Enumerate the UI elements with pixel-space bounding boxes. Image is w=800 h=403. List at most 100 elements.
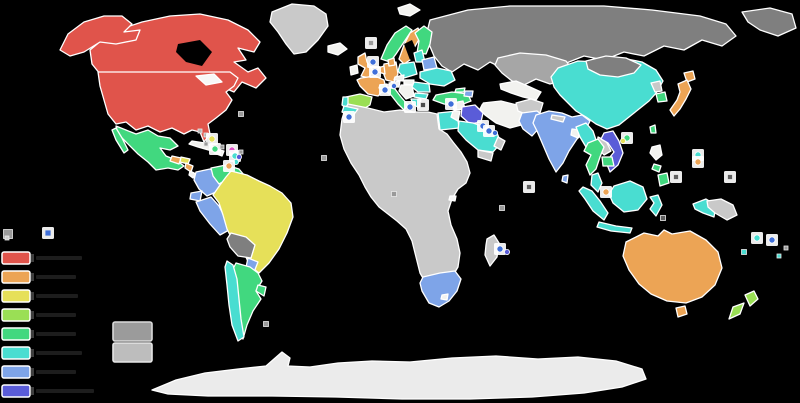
legend-category-1: [1, 251, 31, 265]
region-brazil: [212, 170, 294, 274]
marker-pacific-grey-inner: [4, 235, 10, 241]
region-ecuador: [189, 190, 203, 202]
legend-category-2-tick: [31, 273, 34, 281]
region-oman: [493, 136, 506, 151]
region-great-lakes: [195, 73, 223, 86]
legend-category-5: [1, 327, 31, 341]
marker-n-mariana: [694, 158, 702, 166]
region-india: [532, 110, 591, 173]
region-tasmania: [675, 305, 688, 318]
marker-singapore: [602, 188, 610, 196]
legend-category-5-tick: [31, 330, 34, 338]
legend-category-7-tick: [31, 368, 34, 376]
region-sri-lanka: [561, 174, 569, 184]
region-jordan-israel: [450, 110, 461, 122]
region-philippines-luzon: [649, 144, 663, 161]
region-north-korea: [650, 80, 663, 93]
region-japan: [669, 79, 692, 117]
legend-note-box-dark: [112, 321, 153, 342]
marker-lebanon: [420, 102, 426, 108]
region-ukraine: [419, 67, 456, 87]
marker-monaco: [381, 86, 389, 94]
marker-cayman: [208, 135, 216, 143]
region-yemen: [477, 149, 494, 162]
region-poland: [397, 61, 418, 79]
legend-note-box-light: [112, 342, 153, 363]
region-bolivia: [226, 232, 256, 259]
region-lesotho: [440, 293, 449, 301]
legend-category-6-tick: [31, 349, 34, 357]
marker-bermuda: [238, 111, 244, 117]
marker-polynesia-1: [783, 245, 789, 251]
region-borneo: [608, 180, 648, 213]
marker-samoa: [768, 236, 776, 244]
region-new-zealand-south: [728, 302, 745, 320]
region-greenland: [269, 3, 329, 55]
marker-reunion: [503, 248, 510, 255]
marker-armenia: [447, 100, 455, 108]
legend-category-7: [1, 365, 31, 379]
marker-st-helena: [391, 191, 397, 197]
region-costa-rica: [188, 170, 197, 179]
region-guatemala: [169, 155, 182, 165]
region-finland: [414, 25, 433, 55]
marker-new-caledonia: [741, 249, 747, 255]
legend-category-5-label-smudge: [36, 332, 76, 336]
legend-category-8-label-smudge: [36, 389, 94, 393]
marker-antilles-grey: [238, 149, 244, 155]
legend-category-6: [1, 346, 31, 360]
marker-uae: [491, 129, 498, 136]
region-czechia: [393, 74, 405, 82]
region-south-africa: [419, 270, 462, 308]
marker-fiji: [753, 234, 761, 242]
legend-category-2-label-smudge: [36, 275, 76, 279]
legend-category-8: [1, 384, 31, 398]
marker-palau: [660, 215, 666, 221]
region-georgia: [454, 87, 466, 93]
region-chile: [224, 260, 245, 342]
legend-category-3-tick: [31, 292, 34, 300]
legend-category-2: [1, 270, 31, 284]
region-chukotka: [741, 7, 797, 37]
region-sumatra: [578, 186, 609, 221]
region-thailand: [583, 138, 605, 176]
legend-category-8-tick: [31, 387, 34, 395]
region-azerbaijan: [463, 90, 474, 98]
region-romania: [411, 81, 431, 93]
region-bulgaria: [413, 92, 429, 100]
marker-bahamas-1: [197, 128, 203, 134]
legend-category-7-label-smudge: [36, 370, 76, 374]
legend-category-4-label-smudge: [36, 313, 76, 317]
region-denmark: [387, 57, 396, 67]
marker-jamaica: [203, 141, 209, 147]
region-philippines-mindanao: [657, 172, 670, 187]
marker-pacific-blue: [44, 229, 52, 237]
marker-gibraltar: [345, 113, 353, 121]
region-alaska: [59, 15, 141, 57]
legend-category-4: [1, 308, 31, 322]
map-legend: [1, 251, 153, 398]
marker-marshall: [727, 174, 733, 180]
legend-category-6-label-smudge: [36, 351, 82, 355]
region-africa: [339, 103, 471, 292]
region-honduras: [179, 156, 191, 165]
marker-bahrain-qatar: [485, 127, 493, 135]
region-sulawesi: [649, 194, 663, 217]
region-hudson-bay: [176, 40, 212, 66]
region-mongolia: [585, 55, 642, 78]
region-svalbard: [397, 3, 421, 17]
region-java: [596, 221, 633, 234]
marker-san-marino: [390, 83, 397, 90]
region-papua-new-guinea: [706, 198, 738, 221]
region-madagascar: [484, 234, 500, 267]
marker-puerto-rico: [219, 144, 225, 150]
legend-category-3-label-smudge: [36, 294, 78, 298]
region-uruguay: [255, 284, 267, 297]
region-iceland: [327, 42, 348, 56]
region-australia: [622, 229, 723, 304]
region-caspian-sea: [475, 80, 488, 104]
region-united-states: [97, 71, 239, 143]
region-lake-victoria: [448, 195, 457, 202]
marker-channel-islands: [369, 58, 377, 66]
